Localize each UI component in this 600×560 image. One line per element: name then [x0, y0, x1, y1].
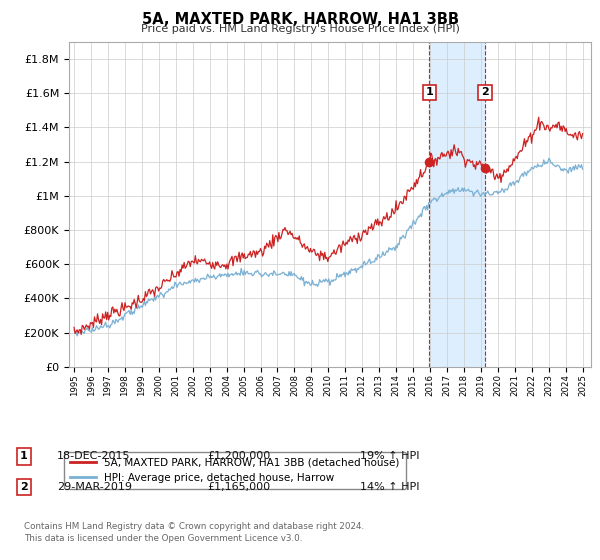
Text: £1,200,000: £1,200,000: [207, 451, 270, 461]
Text: 19% ↑ HPI: 19% ↑ HPI: [360, 451, 419, 461]
Text: 14% ↑ HPI: 14% ↑ HPI: [360, 482, 419, 492]
Text: £1,165,000: £1,165,000: [207, 482, 270, 492]
Text: 29-MAR-2019: 29-MAR-2019: [57, 482, 132, 492]
Text: 18-DEC-2015: 18-DEC-2015: [57, 451, 131, 461]
Bar: [430, 42, 485, 367]
Text: Price paid vs. HM Land Registry's House Price Index (HPI): Price paid vs. HM Land Registry's House …: [140, 24, 460, 34]
Text: 2: 2: [20, 482, 28, 492]
Text: This data is licensed under the Open Government Licence v3.0.: This data is licensed under the Open Gov…: [24, 534, 302, 543]
Text: 1: 1: [425, 87, 433, 97]
Text: 5A, MAXTED PARK, HARROW, HA1 3BB: 5A, MAXTED PARK, HARROW, HA1 3BB: [142, 12, 458, 27]
Text: 2: 2: [481, 87, 489, 97]
Text: Contains HM Land Registry data © Crown copyright and database right 2024.: Contains HM Land Registry data © Crown c…: [24, 522, 364, 531]
Legend: 5A, MAXTED PARK, HARROW, HA1 3BB (detached house), HPI: Average price, detached : 5A, MAXTED PARK, HARROW, HA1 3BB (detach…: [64, 451, 406, 489]
Point: [480, 163, 490, 172]
Point: [425, 157, 434, 166]
Text: 1: 1: [20, 451, 28, 461]
